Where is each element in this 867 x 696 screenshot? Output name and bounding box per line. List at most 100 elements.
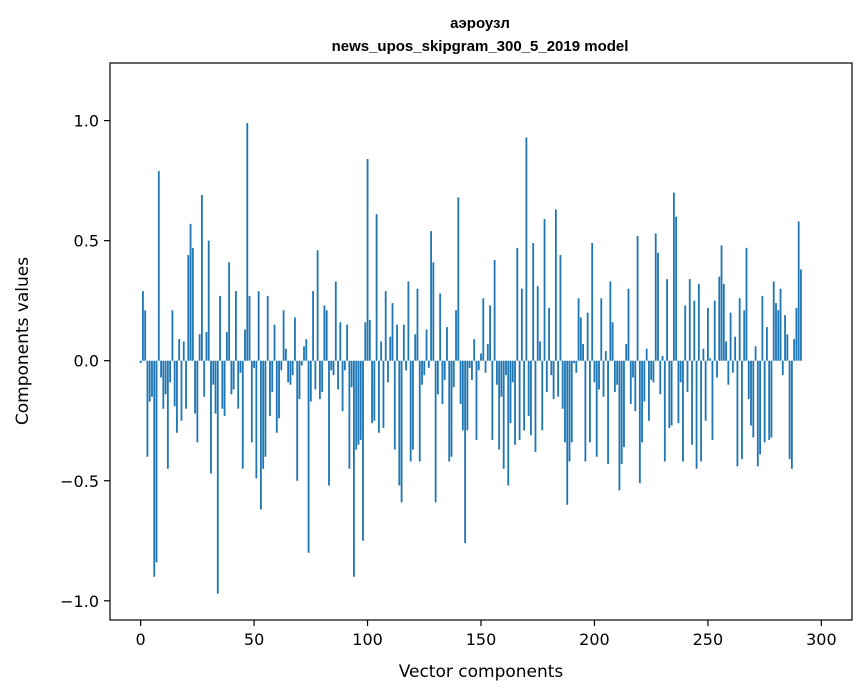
bar <box>520 288 523 361</box>
bar <box>731 360 734 373</box>
bar <box>722 283 725 361</box>
bar <box>275 360 278 433</box>
bar <box>468 360 471 368</box>
bar <box>353 360 355 577</box>
bar <box>405 360 408 371</box>
chart-title: аэроузл <box>450 15 510 32</box>
bar <box>595 360 598 457</box>
y-axis-label: Components values <box>13 257 33 425</box>
bar <box>711 360 714 440</box>
bar <box>436 360 439 395</box>
bar <box>577 298 580 361</box>
bar <box>364 322 367 361</box>
bar <box>570 360 573 443</box>
bar <box>250 360 253 443</box>
bar <box>627 288 630 361</box>
bar <box>255 360 258 479</box>
bar <box>146 360 149 457</box>
bar <box>439 293 442 361</box>
bar <box>768 360 771 440</box>
bar <box>355 360 358 450</box>
bar <box>564 360 566 443</box>
bar <box>516 247 519 361</box>
bar <box>464 360 467 544</box>
bar <box>164 360 167 395</box>
bar <box>380 341 383 361</box>
bar <box>346 324 349 361</box>
bar <box>461 360 464 431</box>
bar <box>182 341 185 361</box>
bar <box>752 360 755 438</box>
bar <box>194 360 196 414</box>
bar <box>416 288 419 361</box>
bar <box>151 360 153 397</box>
bar <box>523 360 526 431</box>
bar <box>314 360 317 390</box>
bar <box>480 353 482 361</box>
bar <box>607 360 609 464</box>
bar <box>575 360 578 373</box>
bar <box>609 281 612 361</box>
bar <box>373 360 376 421</box>
bar <box>604 351 607 361</box>
bar <box>623 360 625 448</box>
bar <box>502 360 505 469</box>
bar <box>493 259 496 361</box>
bar <box>645 348 648 361</box>
y-axis-ticks: −1.0 −0.5 0.0 0.5 1.0 <box>60 112 110 611</box>
bar <box>357 360 360 445</box>
bar <box>530 360 532 436</box>
bar <box>716 360 718 378</box>
bar <box>477 360 480 371</box>
bar <box>200 195 203 361</box>
bar <box>634 360 637 412</box>
bar <box>223 360 226 416</box>
bar <box>264 360 267 457</box>
bar <box>668 360 671 428</box>
bar <box>412 360 414 450</box>
y-tick-label: −0.5 <box>60 472 99 491</box>
bar <box>185 360 187 409</box>
bar <box>328 360 330 486</box>
bar <box>700 360 703 462</box>
bar <box>266 295 269 361</box>
bar <box>709 358 712 361</box>
bar <box>448 360 451 462</box>
bar <box>169 360 172 383</box>
bar <box>241 360 244 469</box>
bar <box>400 360 403 503</box>
bar <box>489 305 491 361</box>
bar <box>407 281 410 361</box>
bar <box>391 303 394 361</box>
bar <box>554 209 557 361</box>
bar <box>552 360 555 400</box>
bar <box>157 171 160 361</box>
x-tick-label: 0 <box>136 630 146 649</box>
bar <box>382 360 385 428</box>
bar <box>589 360 591 443</box>
bar <box>343 360 346 371</box>
bar <box>421 360 423 385</box>
bar <box>207 240 210 361</box>
bar <box>754 346 757 361</box>
bar <box>648 360 650 421</box>
x-tick-label: 200 <box>579 630 610 649</box>
bar <box>659 360 662 395</box>
bar <box>781 360 784 376</box>
y-tick-label: −1.0 <box>60 592 99 611</box>
bar <box>316 250 319 361</box>
bar <box>221 360 224 409</box>
bar <box>196 360 199 443</box>
bar <box>600 298 603 361</box>
x-tick-label: 300 <box>806 630 837 649</box>
bar <box>303 346 305 361</box>
bar <box>307 360 310 553</box>
bar <box>786 334 789 361</box>
bar <box>561 360 564 409</box>
bar <box>525 137 528 361</box>
bar <box>450 360 453 457</box>
bar <box>273 324 276 361</box>
bar <box>738 298 741 361</box>
bar <box>795 307 798 361</box>
